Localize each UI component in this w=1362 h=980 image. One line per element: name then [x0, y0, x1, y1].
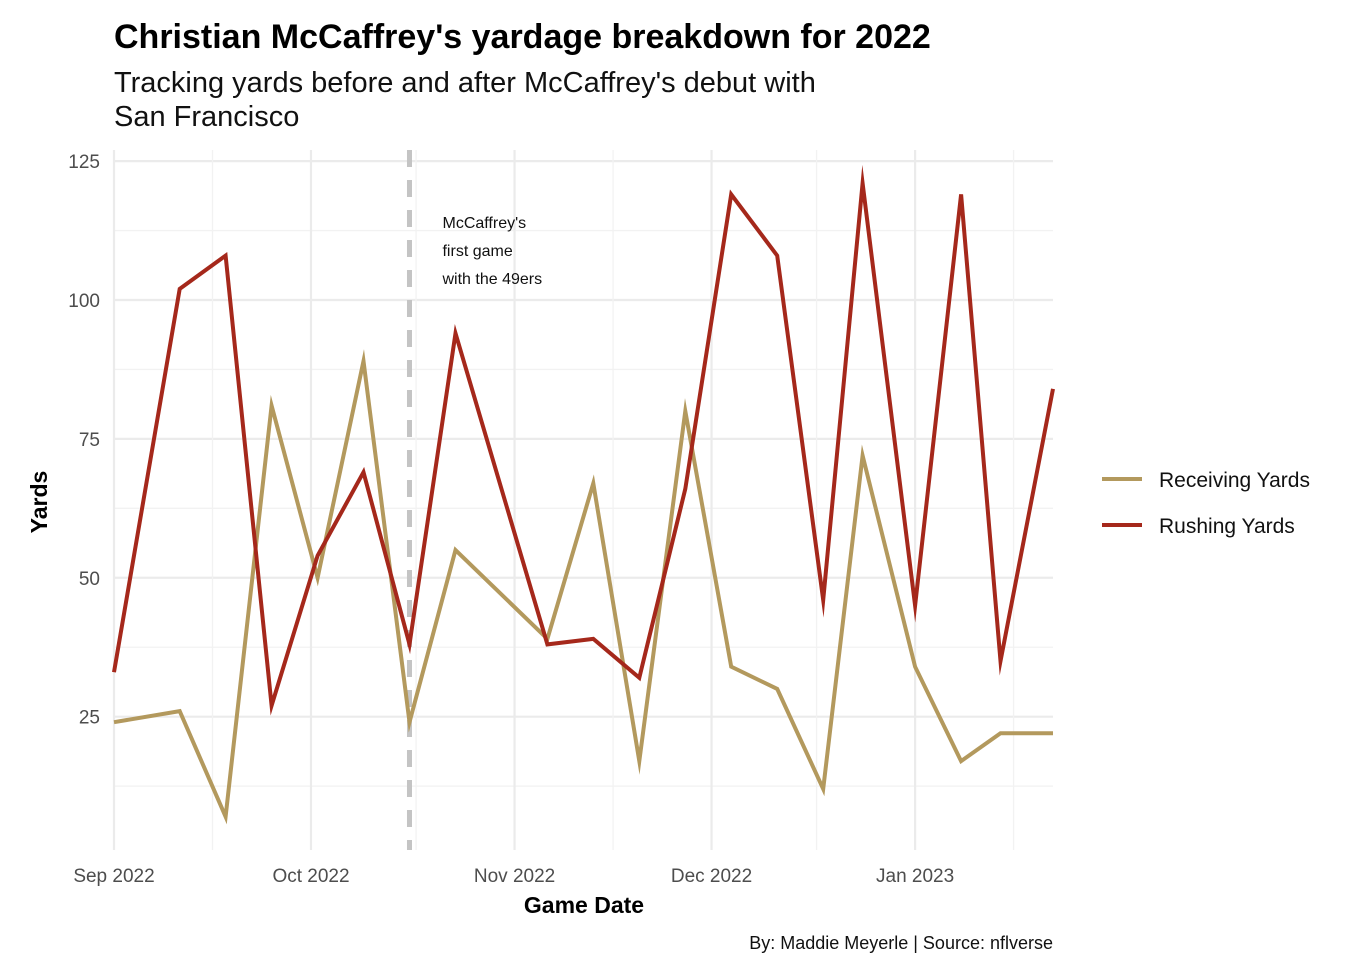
y-tick-label: 125: [68, 152, 100, 173]
series-line-rushing-yards: [112, 164, 1055, 716]
y-tick-label: 25: [79, 708, 100, 729]
legend-label: Rushing Yards: [1159, 515, 1295, 538]
caption: By: Maddie Meyerle | Source: nflverse: [749, 933, 1053, 953]
x-tick-label: Jan 2023: [876, 866, 954, 887]
subtitle-line: Tracking yards before and after McCaffre…: [114, 67, 816, 99]
annotation-line: with the 49ers: [441, 271, 542, 288]
subtitle-line: San Francisco: [114, 101, 300, 133]
chart-title: Christian McCaffrey's yardage breakdown …: [114, 18, 931, 56]
x-axis-title: Game Date: [524, 892, 644, 918]
legend: Receiving Yards Rushing Yards: [1102, 469, 1310, 538]
y-axis-title: Yards: [26, 471, 52, 534]
x-tick-label: Dec 2022: [671, 866, 752, 887]
x-tick-label: Nov 2022: [474, 866, 555, 887]
annotation-line: McCaffrey's: [442, 215, 526, 232]
x-tick-label: Oct 2022: [272, 866, 349, 887]
series-line-receiving-yards: [113, 349, 1053, 825]
x-tick-label: Sep 2022: [73, 866, 154, 887]
y-tick-label: 75: [79, 430, 100, 451]
y-tick-label: 100: [68, 291, 100, 312]
y-tick-label: 50: [79, 569, 100, 590]
x-axis-ticks: Sep 2022 Oct 2022 Nov 2022 Dec 2022 Jan 2023: [73, 866, 954, 887]
chart-subtitle: Tracking yards before and after McCaffre…: [114, 66, 934, 134]
grid-lines: [112, 150, 1053, 850]
series-lines: [112, 164, 1055, 825]
legend-label: Receiving Yards: [1159, 469, 1310, 492]
annotation-line: first game: [442, 243, 512, 260]
y-axis-ticks: 25 50 75 100 125: [68, 152, 100, 729]
debut-annotation: McCaffrey's first game with the 49ers: [441, 215, 542, 288]
